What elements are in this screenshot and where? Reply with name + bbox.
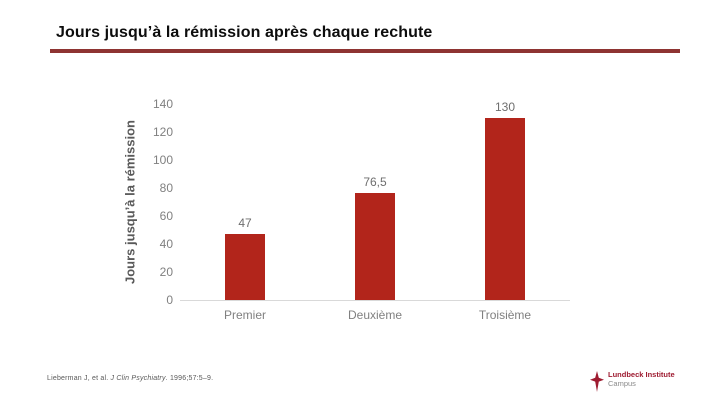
y-tick-label: 40 <box>159 237 173 251</box>
y-tick-label: 60 <box>159 209 173 223</box>
lundbeck-star-icon <box>590 371 604 392</box>
y-tick-label: 20 <box>159 265 173 279</box>
y-tick-label: 120 <box>152 125 173 139</box>
bar <box>485 118 525 300</box>
bar-value-label: 76,5 <box>363 174 387 189</box>
bar-value-label: 130 <box>494 100 516 114</box>
logo-text-line1: Lundbeck Institute <box>608 370 675 379</box>
x-tick-label: Premier <box>223 308 266 322</box>
bar <box>225 234 265 300</box>
x-tick-label: Troisième <box>478 308 532 322</box>
y-tick-label: 100 <box>152 153 173 167</box>
citation-footnote: Lieberman J, et al. J Clin Psychiatry. 1… <box>47 375 213 382</box>
y-tick-label: 80 <box>159 181 173 195</box>
slide-title: Jours jusqu’à la rémission après chaque … <box>56 24 433 41</box>
x-tick-label: Deuxième <box>347 308 403 322</box>
title-underline-rule <box>50 49 680 53</box>
plot-area: 0 20 40 60 80 100 120 140 47 Premier 76,5 Deuxième 1… <box>153 97 570 322</box>
citation-ref: . 1996;57:5–9. <box>165 375 214 382</box>
bar <box>355 192 395 300</box>
bar-value-label: 47 <box>238 216 252 231</box>
lundbeck-institute-logo: Lundbeck Institute Campus <box>590 370 675 392</box>
citation-authors: Lieberman J, et al. <box>47 375 111 382</box>
y-tick-label: 0 <box>166 293 173 307</box>
y-tick-label: 140 <box>152 97 173 111</box>
citation-journal: J Clin Psychiatry <box>110 375 166 382</box>
logo-text-line2: Campus <box>608 379 636 388</box>
